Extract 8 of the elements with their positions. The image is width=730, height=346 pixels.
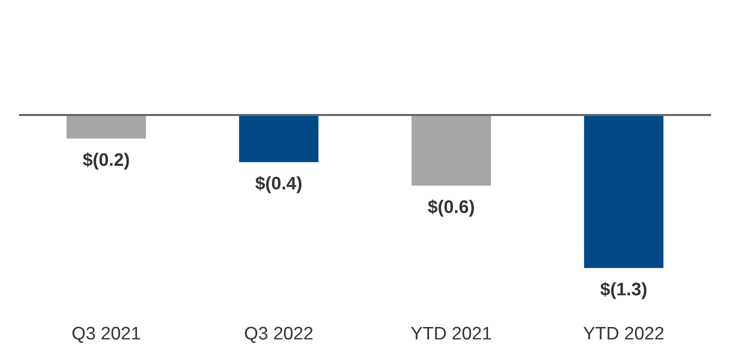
data-label: $(0.6) bbox=[428, 200, 474, 217]
data-label: $(0.4) bbox=[255, 176, 302, 194]
x-tick-label: Q3 2021 bbox=[72, 326, 140, 343]
data-label: $(0.2) bbox=[82, 152, 129, 170]
data-label: $(1.3) bbox=[600, 282, 646, 300]
x-tick-label: YTD 2021 bbox=[411, 326, 492, 340]
x-tick-label: Q3 2022 bbox=[244, 326, 312, 343]
x-tick-label: YTD 2022 bbox=[584, 326, 664, 340]
